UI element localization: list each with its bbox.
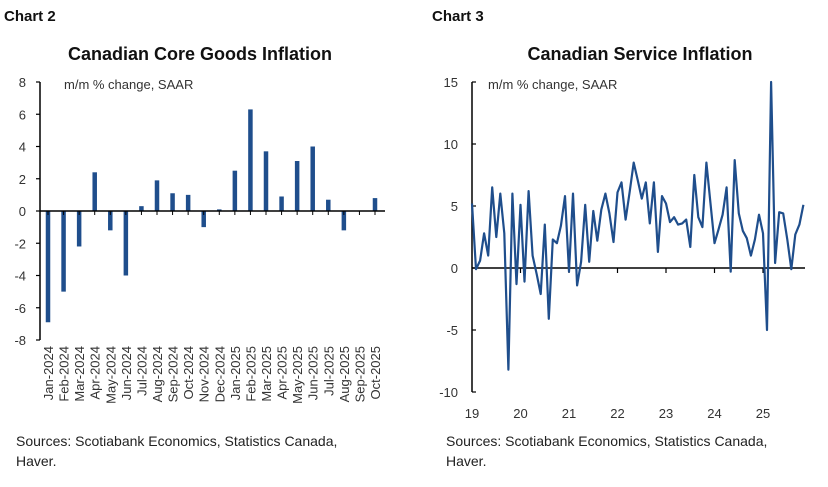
chart-2-x-tick-label: Aug-2024 [150,346,165,402]
chart-2-bar [124,211,129,276]
chart-2-y-tick-label: -2 [14,236,26,251]
chart-3-y-tick-label: -5 [446,323,458,338]
chart-2-x-tick-label: Jan-2025 [228,346,243,400]
chart-2-bar [155,180,160,211]
chart-3: Chart 3 Canadian Service Inflation m/m %… [432,8,805,469]
chart-2-y-tick-label: 0 [19,204,26,219]
chart-2-source-line-2: Haver. [16,453,56,469]
chart-2-bar [295,161,300,211]
chart-3-x-tick-label: 24 [707,406,721,421]
chart-3-x-tick-label: 19 [465,406,479,421]
chart-2-bar [233,171,238,211]
chart-3-x-tick-label: 21 [562,406,576,421]
chart-2-x-tick-label: Feb-2024 [57,346,72,402]
chart-2-y-axis: 8 6 4 2 0 -2 -4 -6 -8 [14,75,40,348]
chart-2-bar [310,147,315,212]
chart-2-y-tick-label: -4 [14,269,26,284]
chart-3-y-tick-label: 10 [444,137,458,152]
chart-2-bar [92,172,97,211]
chart-2-bar [373,198,378,211]
chart-3-y-tick-label: 15 [444,75,458,90]
chart-2-x-tick-label: Apr-2024 [88,346,103,399]
chart-2-bar [326,200,331,211]
chart-2-x-tick-label: Dec-2024 [212,346,227,402]
chart-2-y-tick-label: 8 [19,75,26,90]
chart-2-x-tick-label: Feb-2025 [243,346,258,402]
chart-2-x-tick-label: Oct-2024 [181,346,196,399]
chart-2-y-tick-label: 6 [19,107,26,122]
chart-2-bar [170,193,175,211]
chart-2-x-tick-label: Apr-2025 [275,346,290,399]
chart-3-title: Canadian Service Inflation [527,44,752,64]
chart-3-line [472,82,803,370]
chart-2-bar [248,109,253,211]
chart-2-y-tick-label: 2 [19,172,26,187]
chart-2-x-tick-label: May-2024 [103,346,118,404]
chart-2-bar [264,151,269,211]
chart-2-x-tick-label: Oct-2025 [368,346,383,399]
chart-2-bars [40,109,385,322]
chart-2-x-tick-label: Jul-2024 [134,346,149,396]
chart-3-y-tick-label: -10 [439,385,458,400]
chart-2-bar [61,211,65,292]
chart-3-subtitle: m/m % change, SAAR [488,77,617,92]
chart-2-y-tick-label: 4 [19,140,26,155]
chart-2-x-tick-label: Sep-2025 [352,346,367,402]
chart-2-x-tick-label: Mar-2024 [72,346,87,402]
chart-2-bar [186,195,191,211]
chart-3-y-tick-label: 0 [451,261,458,276]
chart-2-y-tick-label: -8 [14,333,26,348]
chart-3-x-tick-label: 22 [610,406,624,421]
chart-2-x-tick-label: Jun-2025 [306,346,321,400]
chart-3-header: Chart 3 [432,8,484,25]
chart-3-series-line [472,82,803,370]
chart-2-x-tick-label: Sep-2024 [166,346,181,402]
chart-2-x-tick-label: Jan-2024 [41,346,56,400]
chart-2-x-tick-label: Jul-2025 [321,346,336,396]
chart-2-source-line-1: Sources: Scotiabank Economics, Statistic… [16,433,337,449]
chart-3-x-tick-label: 25 [756,406,770,421]
chart-2-bar [279,196,284,211]
chart-2-x-tick-label: Jun-2024 [119,346,134,400]
chart-3-x-tick-label: 23 [659,406,673,421]
chart-2-x-tick-label: Aug-2025 [337,346,352,402]
chart-3-source-line-2: Haver. [446,453,486,469]
chart-2-x-tick-label: Nov-2024 [197,346,212,402]
chart-2-subtitle: m/m % change, SAAR [64,77,193,92]
chart-2-bar [46,211,51,322]
chart-3-y-tick-label: 5 [451,199,458,214]
chart-2-title: Canadian Core Goods Inflation [68,44,332,64]
chart-3-source-line-1: Sources: Scotiabank Economics, Statistic… [446,433,767,449]
chart-2-x-tick-label: Mar-2025 [259,346,274,402]
chart-2-header: Chart 2 [4,8,56,25]
chart-2: Chart 2 Canadian Core Goods Inflation m/… [4,8,385,469]
chart-2-x-tick-label: May-2025 [290,346,305,404]
chart-2-bar [77,211,82,246]
chart-2-y-tick-label: -6 [14,301,26,316]
chart-3-x-tick-label: 20 [513,406,527,421]
